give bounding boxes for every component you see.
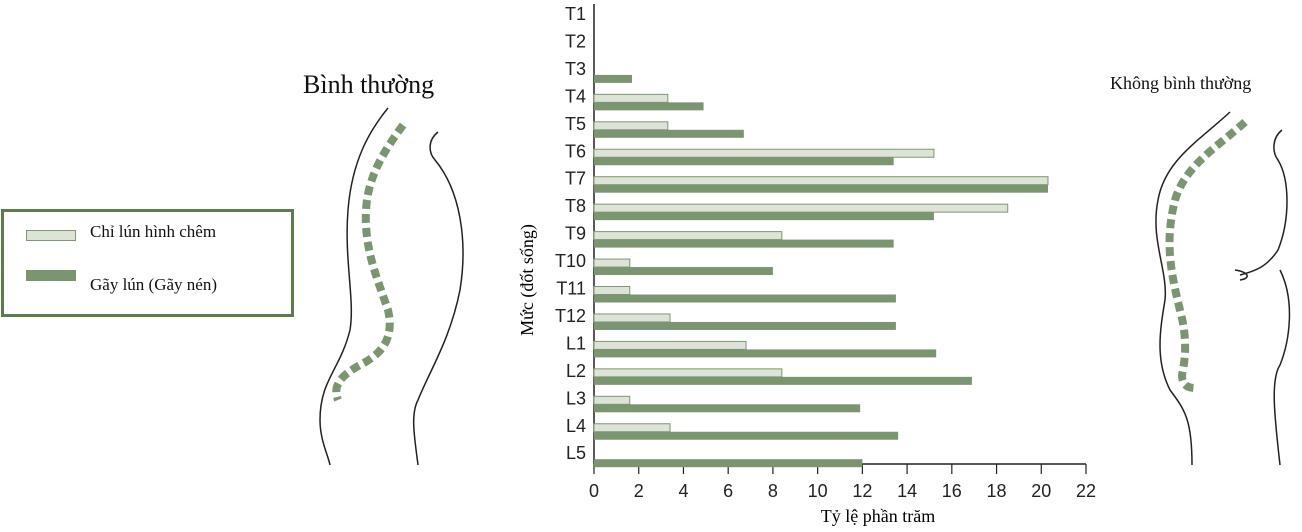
x-tick-label: 4	[678, 481, 688, 501]
bar-compression-T3	[594, 74, 633, 83]
bar-compression-T12	[594, 321, 896, 330]
y-tick-label: T1	[565, 4, 586, 24]
x-tick-label: 18	[987, 481, 1007, 501]
y-tick-label: T2	[565, 31, 586, 51]
y-tick-label: T11	[556, 279, 586, 299]
bar-compression-T4	[594, 102, 704, 111]
x-tick-label: 6	[723, 481, 733, 501]
bar-wedge-T9	[593, 231, 783, 241]
x-tick-label: 8	[768, 481, 778, 501]
bar-wedge-L2	[593, 368, 783, 378]
bar-compression-T11	[594, 294, 896, 303]
y-tick-label: T7	[565, 169, 586, 189]
x-tick-label: 16	[942, 481, 962, 501]
x-tick-label: 20	[1031, 481, 1051, 501]
bar-compression-T6	[594, 157, 894, 166]
y-tick-label: T6	[565, 141, 586, 161]
legend: Chỉ lún hình chêm Gãy lún (Gãy nén)	[1, 209, 294, 317]
y-tick-label: T5	[565, 114, 586, 134]
bar-wedge-L3	[593, 395, 631, 405]
y-axis-label: Mức (đốt sống)	[517, 224, 538, 336]
bar-compression-T9	[594, 239, 894, 248]
y-tick-label: T9	[565, 224, 586, 244]
normal-spine-illustration	[319, 107, 464, 466]
legend-swatch-wedge	[26, 230, 76, 241]
y-tick-label: T4	[565, 86, 586, 106]
y-tick-label: L2	[566, 361, 586, 381]
legend-label-compression: Gãy lún (Gãy nén)	[90, 275, 217, 294]
y-tick-label: L1	[566, 333, 586, 353]
bar-wedge-T7	[593, 176, 1049, 186]
y-tick-label: T3	[565, 59, 586, 79]
bar-compression-T7	[594, 184, 1048, 193]
x-tick-label: 10	[808, 481, 828, 501]
bar-compression-L2	[594, 376, 972, 385]
abnormal-spine-title: Không bình thường	[1110, 73, 1252, 93]
bar-wedge-T4	[593, 93, 669, 103]
bar-wedge-T11	[593, 286, 631, 295]
x-axis-label: Tỷ lệ phần trăm	[821, 506, 935, 526]
abnormal-spine-illustration	[1155, 111, 1291, 466]
bar-compression-L3	[594, 404, 861, 413]
y-tick-label: T10	[555, 251, 586, 271]
bar-wedge-T10	[593, 258, 631, 268]
bar-wedge-L4	[593, 423, 671, 433]
bar-wedge-T5	[593, 121, 669, 131]
bar-wedge-T12	[593, 313, 671, 323]
legend-swatch-compression	[26, 270, 76, 281]
x-tick-label: 12	[852, 481, 872, 501]
x-tick-label: 22	[1076, 481, 1096, 501]
bar-compression-L4	[594, 431, 899, 440]
bar-compression-T8	[594, 212, 934, 221]
y-tick-label: L3	[566, 388, 586, 408]
y-tick-label: L4	[566, 416, 586, 436]
x-tick-label: 0	[589, 481, 599, 501]
x-tick-label: 2	[634, 481, 644, 501]
bar-compression-L1	[594, 349, 937, 358]
legend-label-wedge: Chỉ lún hình chêm	[90, 222, 217, 241]
bar-wedge-T6	[593, 148, 935, 158]
bar-compression-T10	[594, 267, 773, 276]
y-tick-label: L5	[566, 443, 586, 463]
normal-spine-title: Bình thường	[303, 70, 435, 99]
bar-wedge-T8	[593, 203, 1009, 213]
x-tick-label: 14	[897, 481, 917, 501]
bar-wedge-L1	[593, 340, 747, 350]
y-tick-label: T12	[555, 306, 586, 326]
bar-compression-L5	[594, 459, 863, 468]
y-tick-label: T8	[565, 196, 586, 216]
bar-compression-T5	[594, 129, 744, 138]
